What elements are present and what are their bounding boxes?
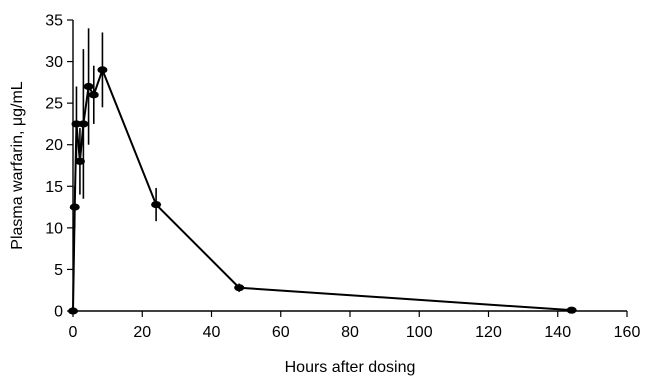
- data-point: [566, 306, 577, 314]
- x-tick-label: 80: [341, 324, 359, 341]
- y-tick-label: 10: [45, 220, 63, 237]
- x-axis-title: Hours after dosing: [285, 359, 416, 376]
- x-tick-label: 140: [544, 324, 571, 341]
- y-tick-label: 5: [54, 262, 63, 279]
- data-point: [78, 120, 89, 128]
- x-axis-ticks: 0 20 40 60 80 100 120 140 160: [69, 311, 641, 341]
- data-point: [83, 82, 94, 91]
- x-tick-label: 60: [272, 324, 290, 341]
- y-axis-ticks: 0 5 10 15 20 25 30 35: [45, 13, 73, 321]
- series-line: [72, 67, 572, 312]
- x-tick-label: 20: [133, 324, 151, 341]
- data-point: [71, 120, 82, 128]
- x-tick-label: 0: [69, 324, 78, 341]
- y-tick-label: 25: [45, 96, 63, 113]
- data-point: [97, 66, 108, 74]
- y-tick-label: 30: [45, 54, 63, 71]
- data-point: [74, 157, 85, 165]
- x-tick-label: 120: [475, 324, 502, 341]
- data-point: [69, 203, 80, 211]
- y-tick-label: 0: [54, 304, 63, 321]
- y-axis-title: Plasma warfarin, μg/mL: [9, 81, 26, 249]
- y-tick-label: 35: [45, 13, 63, 30]
- data-point: [151, 200, 162, 209]
- data-point: [68, 307, 78, 315]
- x-tick-label: 160: [614, 324, 641, 341]
- x-tick-label: 100: [406, 324, 433, 341]
- x-tick-label: 40: [203, 324, 221, 341]
- y-tick-label: 15: [45, 179, 63, 196]
- data-point: [234, 284, 245, 292]
- y-tick-label: 20: [45, 137, 63, 154]
- data-point: [88, 91, 99, 99]
- data-points: [68, 66, 577, 315]
